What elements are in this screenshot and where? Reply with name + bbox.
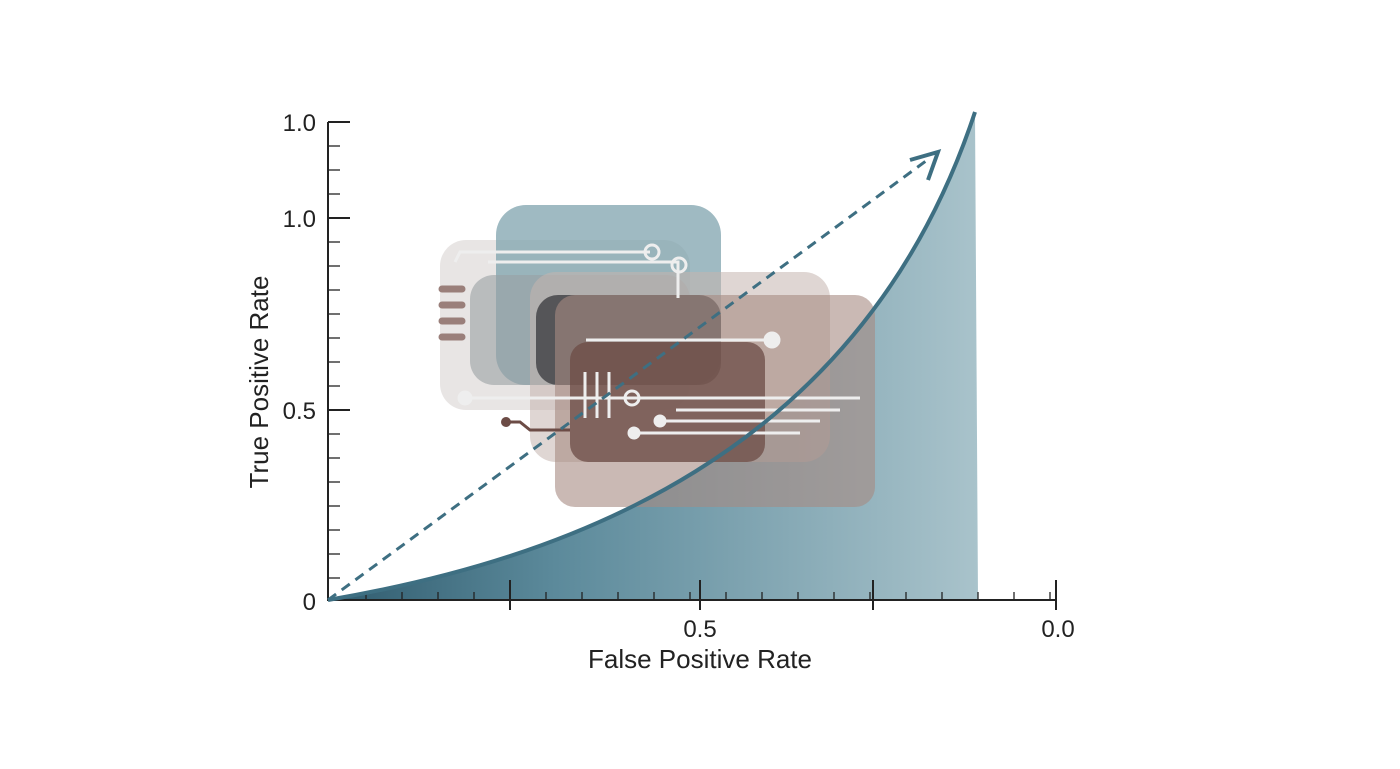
y-tick-label: 0.5	[283, 398, 316, 425]
x-tick-label: 0.5	[683, 616, 716, 643]
y-tick-label: 0	[303, 589, 316, 616]
minor-ticks	[328, 145, 1051, 600]
curve	[327, 111, 977, 602]
y-tick-label: 1.0	[283, 110, 316, 137]
y-tick-label: 1.0	[283, 206, 316, 233]
diagonal-arrow	[327, 156, 931, 602]
x-tick-label: 0.0	[1041, 616, 1074, 643]
y-axis-title: True Positive Rate	[244, 276, 274, 489]
x-axis-title: False Positive Rate	[588, 644, 812, 674]
decorative-cards	[438, 205, 875, 507]
arrow-head	[909, 149, 942, 181]
